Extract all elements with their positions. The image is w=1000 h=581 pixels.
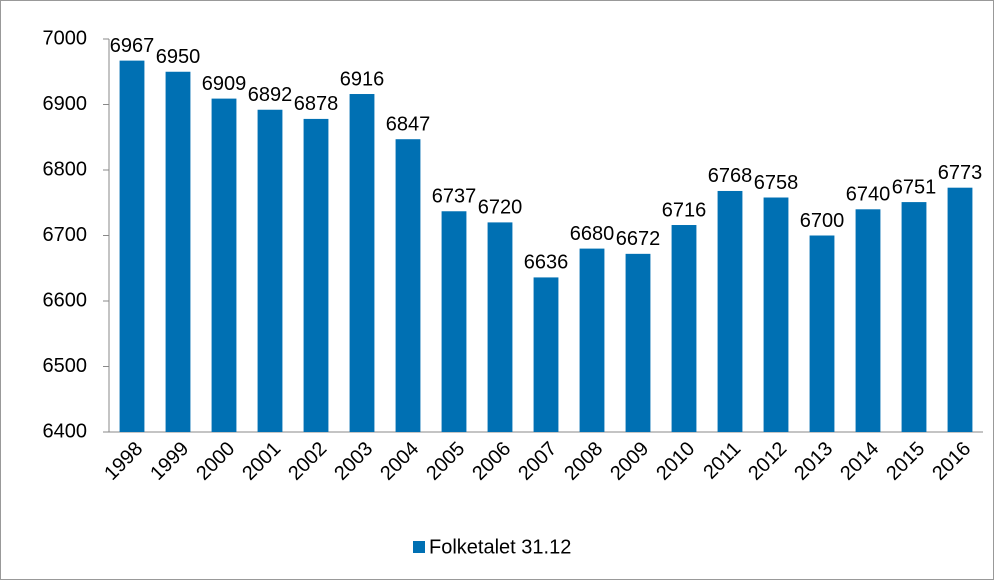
legend-label: Folketalet 31.12 — [429, 536, 571, 558]
data-label: 6967 — [110, 35, 155, 57]
bar — [809, 235, 835, 432]
data-label: 6909 — [202, 73, 247, 95]
data-label: 6720 — [478, 197, 523, 219]
data-label: 6878 — [294, 93, 339, 115]
y-tick-label: 6700 — [43, 224, 88, 246]
data-label: 6892 — [248, 84, 293, 106]
bar — [671, 225, 697, 432]
data-label: 6680 — [570, 223, 615, 245]
bar — [257, 109, 283, 433]
data-label: 6768 — [708, 165, 753, 187]
data-label: 6716 — [662, 199, 707, 221]
data-label: 6950 — [156, 46, 201, 68]
data-label: 6636 — [524, 252, 569, 274]
bar — [395, 139, 421, 432]
data-label: 6758 — [754, 172, 799, 194]
bar — [763, 197, 789, 432]
bar — [579, 248, 605, 432]
bar — [441, 211, 467, 432]
y-tick-label: 6600 — [43, 289, 88, 311]
bar — [349, 94, 375, 433]
bar — [625, 253, 651, 432]
data-label: 6773 — [938, 162, 983, 184]
bar — [119, 60, 145, 433]
bar — [947, 187, 973, 432]
data-label: 6740 — [846, 184, 891, 206]
data-label: 6737 — [432, 186, 477, 208]
data-label: 6916 — [340, 68, 385, 90]
y-tick-label: 7000 — [43, 27, 88, 49]
y-tick-label: 6800 — [43, 158, 88, 180]
bar — [303, 118, 329, 432]
y-tick-label: 6400 — [43, 420, 88, 442]
bar — [165, 71, 191, 432]
bar — [717, 190, 743, 432]
bar — [901, 202, 927, 432]
data-label: 6847 — [386, 113, 431, 135]
y-tick-label: 6900 — [43, 93, 88, 115]
data-label: 6700 — [800, 210, 845, 232]
bar — [211, 98, 237, 432]
data-label: 6751 — [892, 176, 937, 198]
legend-swatch — [413, 541, 425, 553]
bar — [855, 209, 881, 432]
y-tick-label: 6500 — [43, 355, 88, 377]
bar — [533, 277, 559, 432]
bar — [487, 222, 513, 432]
data-label: 6672 — [616, 228, 661, 250]
